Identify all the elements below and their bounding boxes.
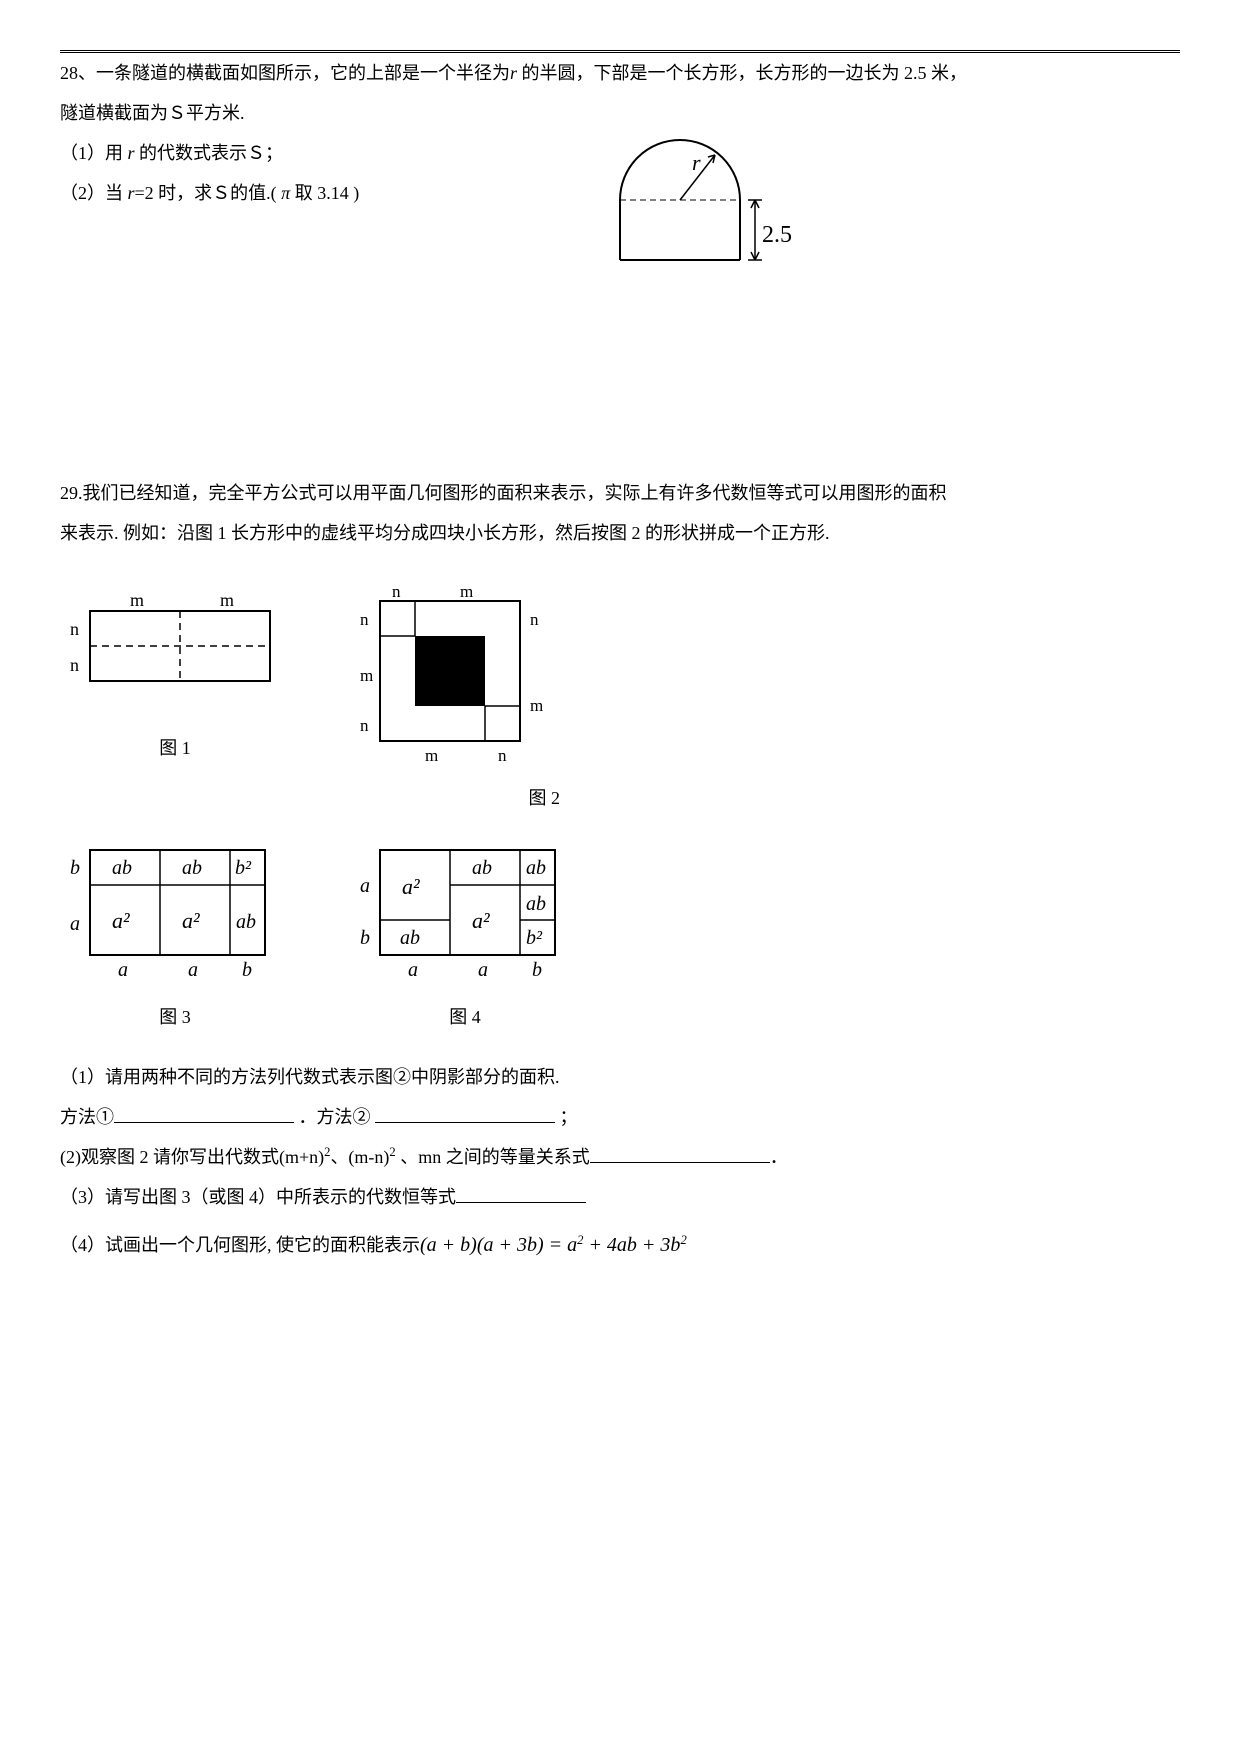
svg-text:n: n bbox=[392, 582, 401, 601]
text-part: （2）当 bbox=[60, 183, 128, 203]
pi-symbol: π bbox=[281, 183, 290, 203]
text-part: ． bbox=[770, 1147, 788, 1167]
svg-text:m: m bbox=[530, 696, 543, 715]
svg-text:a: a bbox=[70, 913, 80, 935]
blank-part2 bbox=[590, 1143, 770, 1163]
svg-text:b: b bbox=[532, 959, 542, 981]
figure-1-container: m m n n 图 1 bbox=[60, 581, 290, 760]
svg-text:b: b bbox=[70, 857, 80, 879]
problem-number: 29. bbox=[60, 483, 83, 503]
problem-29-part3: （3）请写出图 3（或图 4）中所表示的代数恒等式 bbox=[60, 1179, 1180, 1215]
svg-text:a²: a² bbox=[112, 908, 130, 933]
text-part: 隧道横截面为Ｓ平方米. bbox=[60, 103, 245, 123]
svg-text:a²: a² bbox=[472, 908, 490, 933]
figure-row-2: b a a a b ab ab b² a² a² ab 图 3 bbox=[60, 840, 1180, 1029]
text-part: 、mn 之间的等量关系式 bbox=[396, 1147, 590, 1167]
svg-text:b²: b² bbox=[526, 927, 543, 949]
formula-part: (a + b)(a + 3b) = a bbox=[420, 1234, 577, 1256]
text-part: （3）请写出图 3（或图 4）中所表示的代数恒等式 bbox=[60, 1187, 456, 1207]
method1-label: 方法① bbox=[60, 1107, 114, 1127]
formula-part: + 4ab + 3b bbox=[583, 1234, 680, 1256]
problem-29: 29.我们已经知道，完全平方公式可以用平面几何图形的面积来表示，实际上有许多代数… bbox=[60, 475, 1180, 1265]
problem-29-part1: （1）请用两种不同的方法列代数式表示图②中阴影部分的面积. bbox=[60, 1059, 1180, 1095]
figure-2-container: n m n m n m n n m 图 2 bbox=[350, 581, 570, 810]
text-part: 一条隧道的横截面如图所示，它的上部是一个半径为 bbox=[96, 63, 510, 83]
problem-29-line2: 来表示. 例如：沿图 1 长方形中的虚线平均分成四块小长方形，然后按图 2 的形… bbox=[60, 515, 1180, 551]
text-part: （1）请用两种不同的方法列代数式表示图②中阴影部分的面积. bbox=[60, 1067, 560, 1087]
figure-4-svg: a b a a b a² ab ab a² ab ab b² bbox=[350, 840, 580, 990]
tunnel-svg: r 2.5 bbox=[600, 120, 800, 300]
figure-1-label: 图 1 bbox=[60, 734, 290, 760]
var-r: r bbox=[128, 143, 135, 163]
var-r: r bbox=[510, 63, 517, 83]
problem-28: 28、一条隧道的横截面如图所示，它的上部是一个半径为r 的半圆，下部是一个长方形… bbox=[60, 55, 1180, 435]
text-part: 的半圆，下部是一个长方形，长方形的一边长为 2.5 米， bbox=[517, 63, 967, 83]
text-part: 我们已经知道，完全平方公式可以用平面几何图形的面积来表示，实际上有许多代数恒等式… bbox=[83, 483, 947, 503]
figure-2-label: 图 2 bbox=[350, 784, 560, 810]
svg-text:ab: ab bbox=[182, 857, 202, 879]
svg-text:a: a bbox=[118, 959, 128, 981]
svg-text:n: n bbox=[70, 619, 79, 639]
svg-text:m: m bbox=[360, 666, 373, 685]
svg-text:n: n bbox=[360, 716, 369, 735]
text-part: （4）试画出一个几何图形, 使它的面积能表示 bbox=[60, 1235, 420, 1255]
r-label: r bbox=[692, 150, 701, 175]
text-part: 来表示. 例如：沿图 1 长方形中的虚线平均分成四块小长方形，然后按图 2 的形… bbox=[60, 523, 830, 543]
svg-text:b: b bbox=[242, 959, 252, 981]
svg-text:m: m bbox=[130, 590, 144, 610]
svg-text:b: b bbox=[360, 927, 370, 949]
text-part: =2 时，求Ｓ的值.( bbox=[135, 183, 282, 203]
svg-text:a: a bbox=[188, 959, 198, 981]
problem-number: 28、 bbox=[60, 63, 96, 83]
text-part: 的代数式表示Ｓ； bbox=[135, 143, 284, 163]
svg-text:ab: ab bbox=[472, 857, 492, 879]
figure-2-svg: n m n m n m n n m bbox=[350, 581, 570, 771]
tunnel-figure: r 2.5 bbox=[600, 120, 800, 305]
svg-text:ab: ab bbox=[526, 857, 546, 879]
svg-text:a: a bbox=[360, 875, 370, 897]
svg-text:ab: ab bbox=[112, 857, 132, 879]
problem-29-methods: 方法① ．方法② ； bbox=[60, 1099, 1180, 1135]
svg-text:m: m bbox=[220, 590, 234, 610]
svg-text:m: m bbox=[425, 746, 438, 765]
figure-3-container: b a a a b ab ab b² a² a² ab 图 3 bbox=[60, 840, 290, 1029]
blank-method1 bbox=[114, 1103, 294, 1123]
sup-2: 2 bbox=[680, 1233, 686, 1247]
height-label: 2.5 bbox=[762, 222, 792, 248]
blank-part3 bbox=[456, 1183, 586, 1203]
svg-text:m: m bbox=[460, 582, 473, 601]
text-part: 、(m-n) bbox=[330, 1147, 389, 1167]
blank-method2 bbox=[375, 1103, 555, 1123]
svg-text:n: n bbox=[498, 746, 507, 765]
svg-text:ab: ab bbox=[526, 893, 546, 915]
svg-text:b²: b² bbox=[235, 857, 252, 879]
page-top-border bbox=[60, 50, 1180, 53]
svg-text:n: n bbox=[360, 610, 369, 629]
page-content: 28、一条隧道的横截面如图所示，它的上部是一个半径为r 的半圆，下部是一个长方形… bbox=[60, 40, 1180, 1265]
svg-text:a²: a² bbox=[402, 874, 420, 899]
text-part: 取 3.14 ) bbox=[290, 183, 359, 203]
figure-3-label: 图 3 bbox=[60, 1003, 290, 1029]
figure-3-svg: b a a a b ab ab b² a² a² ab bbox=[60, 840, 290, 990]
svg-text:ab: ab bbox=[400, 927, 420, 949]
svg-text:n: n bbox=[530, 610, 539, 629]
text-part: (2)观察图 2 请你写出代数式(m+n) bbox=[60, 1147, 324, 1167]
figure-1-svg: m m n n bbox=[60, 581, 290, 721]
problem-29-part4: （4）试画出一个几何图形, 使它的面积能表示(a + b)(a + 3b) = … bbox=[60, 1225, 1180, 1265]
svg-text:a: a bbox=[478, 959, 488, 981]
figure-row-1: m m n n 图 1 n m n bbox=[60, 581, 1180, 810]
text-part: ； bbox=[560, 1107, 578, 1127]
text-part: （1）用 bbox=[60, 143, 128, 163]
figure-4-label: 图 4 bbox=[350, 1003, 580, 1029]
svg-text:a²: a² bbox=[182, 908, 200, 933]
problem-28-statement: 28、一条隧道的横截面如图所示，它的上部是一个半径为r 的半圆，下部是一个长方形… bbox=[60, 55, 1180, 91]
problem-29-part2: (2)观察图 2 请你写出代数式(m+n)2、(m-n)2 、mn 之间的等量关… bbox=[60, 1139, 1180, 1175]
figure-4-container: a b a a b a² ab ab a² ab ab b² 图 4 bbox=[350, 840, 580, 1029]
svg-text:n: n bbox=[70, 655, 79, 675]
var-r: r bbox=[128, 183, 135, 203]
problem-29-statement: 29.我们已经知道，完全平方公式可以用平面几何图形的面积来表示，实际上有许多代数… bbox=[60, 475, 1180, 511]
text-part: ．方法② bbox=[299, 1107, 376, 1127]
svg-text:ab: ab bbox=[236, 911, 256, 933]
svg-text:a: a bbox=[408, 959, 418, 981]
